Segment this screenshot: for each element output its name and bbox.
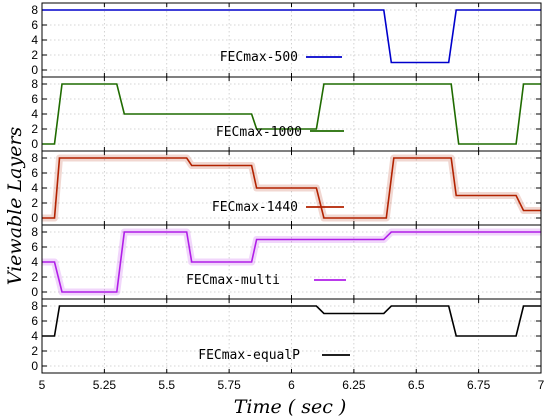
y-tick-label: 6 — [31, 92, 38, 106]
x-tick-label: 6.25 — [342, 378, 366, 392]
y-tick-label: 2 — [31, 48, 38, 62]
y-tick-label: 0 — [31, 137, 38, 151]
legend-label: FECmax-equalP — [198, 348, 300, 363]
x-tick-label: 5 — [39, 378, 46, 392]
x-tick-label: 5.25 — [93, 378, 117, 392]
legend-label: FECmax-500 — [220, 50, 298, 65]
legend-label: FECmax-1440 — [212, 200, 298, 215]
y-tick-label: 4 — [31, 329, 38, 343]
y-tick-label: 8 — [31, 77, 38, 91]
panels: 02468FECmax-50002468FECmax-100002468FECm… — [31, 2, 542, 374]
y-tick-label: 2 — [31, 122, 38, 136]
y-tick-label: 0 — [31, 63, 38, 77]
panel-frame — [41, 298, 542, 374]
x-tick-label: 5.5 — [158, 378, 175, 392]
y-axis-title: Viewable Layers — [4, 126, 26, 285]
y-tick-label: 4 — [31, 107, 38, 121]
x-tick-label: 6.5 — [408, 378, 425, 392]
y-tick-label: 4 — [31, 33, 38, 47]
y-tick-label: 0 — [31, 359, 38, 373]
legend-label: FECmax-multi — [186, 273, 280, 288]
series-line — [42, 305, 541, 337]
y-tick-label: 6 — [31, 240, 38, 254]
x-tick-label: 7 — [538, 378, 545, 392]
y-tick-label: 2 — [31, 196, 38, 210]
y-tick-label: 8 — [31, 3, 38, 17]
x-tick-label: 5.75 — [217, 378, 241, 392]
series-line — [42, 9, 541, 64]
series-line — [42, 157, 541, 219]
y-tick-label: 0 — [31, 211, 38, 225]
y-tick-label: 8 — [31, 151, 38, 165]
y-tick-label: 0 — [31, 285, 38, 299]
series-line — [42, 231, 541, 293]
y-tick-label: 2 — [31, 344, 38, 358]
y-tick-label: 4 — [31, 181, 38, 195]
x-tick-label: 6.75 — [467, 378, 491, 392]
panel-grid — [41, 225, 542, 299]
y-tick-label: 6 — [31, 18, 38, 32]
legend-label: FECmax-1000 — [216, 125, 302, 140]
x-tick-labels: 5 5.25 5.5 5.75 6 6.25 6.5 6.75 7 — [39, 378, 545, 392]
y-tick-label: 6 — [31, 166, 38, 180]
x-tick-label: 6 — [288, 378, 295, 392]
x-axis-title: Time ( sec ) — [234, 396, 347, 418]
series-line — [42, 83, 541, 145]
y-tick-label: 8 — [31, 299, 38, 313]
y-tick-label: 6 — [31, 314, 38, 328]
y-tick-label: 4 — [31, 255, 38, 269]
y-tick-label: 2 — [31, 270, 38, 284]
panel-grid — [41, 3, 542, 77]
y-tick-label: 8 — [31, 225, 38, 239]
